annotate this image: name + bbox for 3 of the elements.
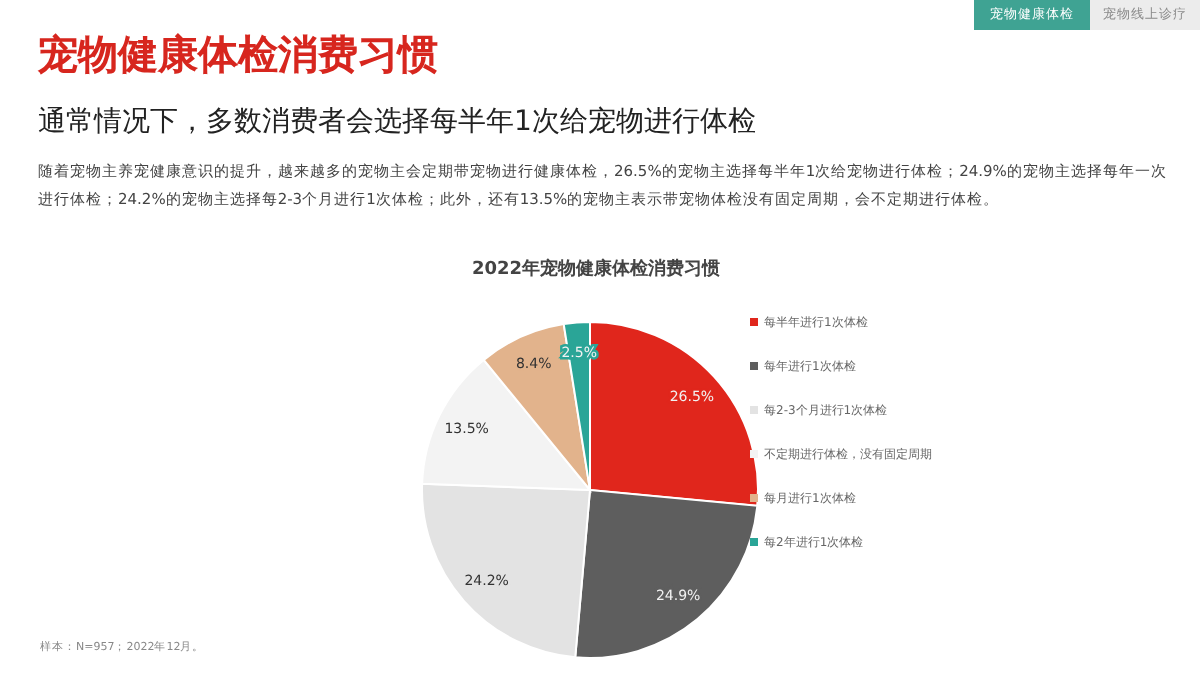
chart-title: 宠物健康体检消费习惯 [38, 28, 438, 82]
chart-subtitle: 通常情况下，多数消费者会选择每半年1次给宠物进行体检 [38, 104, 756, 140]
text: 2022年宠物健康体检消费习惯 [472, 256, 721, 282]
